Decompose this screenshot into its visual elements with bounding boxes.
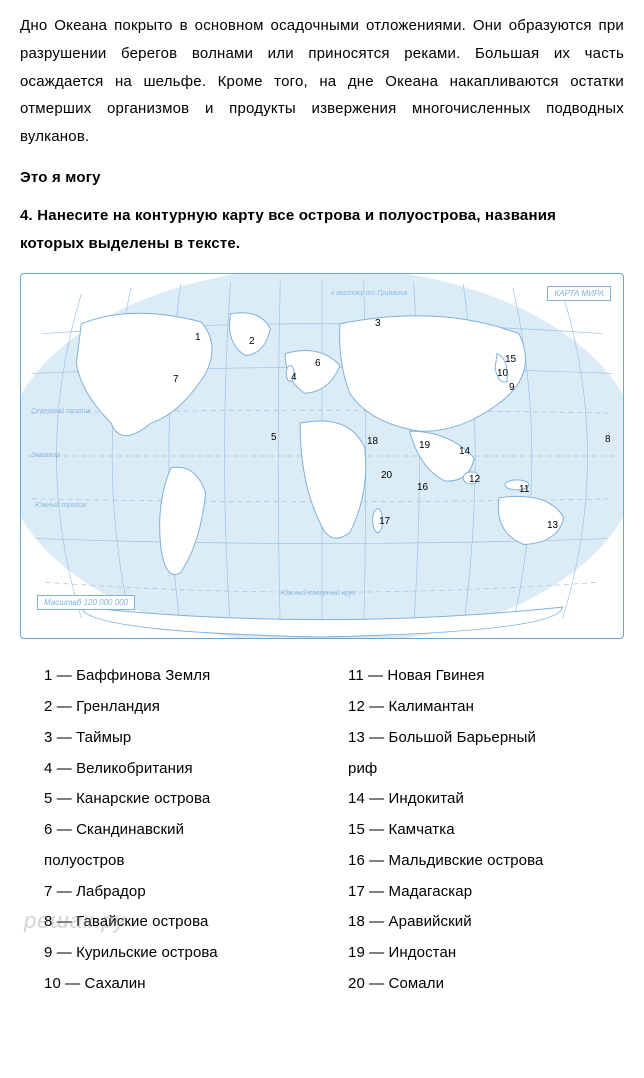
legend-item: 18 — Аравийский [348,907,624,938]
legend-item: 7 — Лабрадор [44,877,320,908]
map-point-19: 19 [419,440,430,451]
map-point-18: 18 [367,436,378,447]
map-point-3: 3 [375,318,381,329]
map-point-10: 10 [497,368,508,379]
legend-item: 9 — Курильские острова [44,938,320,969]
map-point-17: 17 [379,516,390,527]
legend-item: 1 — Баффинова Земля [44,661,320,692]
map-point-9: 9 [509,382,515,393]
map-point-20: 20 [381,470,392,481]
legend-item: 2 — Гренландия [44,692,320,723]
legend-item: 20 — Сомали [348,969,624,1000]
map-point-16: 16 [417,482,428,493]
legend-col-left: 1 — Баффинова Земля 2 — Гренландия 3 — Т… [44,661,320,999]
legend-item: 11 — Новая Гвинея [348,661,624,692]
map-title-box: КАРТА МИРА [547,286,611,301]
east-of-label: к востоку от Гринвича [331,290,407,297]
legend-item: 19 — Индостан [348,938,624,969]
legend-item: 8 — Гавайские острова [44,907,320,938]
legend-col-right: 11 — Новая Гвинея 12 — Калимантан 13 — Б… [348,661,624,999]
map-point-6: 6 [315,358,321,369]
world-map: КАРТА МИРА Масштаб 120 000 000 Северный … [20,273,624,639]
map-scale-box: Масштаб 120 000 000 [37,595,135,610]
map-svg [21,274,623,638]
legend-item: 10 — Сахалин [44,969,320,1000]
antarctic-label: Южный полярный круг [281,590,356,597]
legend-item: полуостров [44,846,320,877]
tropic-n-label: Северный тропик [31,408,91,415]
legend-item: 4 — Великобритания [44,754,320,785]
legend-item: 5 — Канарские острова [44,784,320,815]
map-point-15: 15 [505,354,516,365]
legend-item: 13 — Большой Барьерный [348,723,624,754]
map-point-13: 13 [547,520,558,531]
map-point-12: 12 [469,474,480,485]
legend-item: риф [348,754,624,785]
map-point-2: 2 [249,336,255,347]
tropic-s-label: Южный тропик [35,502,86,509]
legend-item: 3 — Таймыр [44,723,320,754]
task-text: 4. Нанесите на контурную карту все остро… [20,202,624,258]
map-point-11: 11 [519,484,529,495]
legend-item: 12 — Калимантан [348,692,624,723]
map-point-7: 7 [173,374,179,385]
legend-columns: 1 — Баффинова Земля 2 — Гренландия 3 — Т… [20,661,624,999]
legend-item: 17 — Мадагаскар [348,877,624,908]
legend-item: 15 — Камчатка [348,815,624,846]
map-point-1: 1 [195,332,201,343]
map-point-4: 4 [291,372,297,383]
legend-item: 6 — Скандинавский [44,815,320,846]
legend-item: 16 — Мальдивские острова [348,846,624,877]
map-point-8: 8 [605,434,611,445]
map-point-5: 5 [271,432,277,443]
intro-paragraph: Дно Океана покрыто в основном осадочными… [20,12,624,151]
legend-item: 14 — Индокитай [348,784,624,815]
map-point-14: 14 [459,446,470,457]
page-root: Дно Океана покрыто в основном осадочными… [20,12,624,1000]
section-heading: Это я могу [20,169,624,186]
equator-label: Экватор [31,452,60,459]
